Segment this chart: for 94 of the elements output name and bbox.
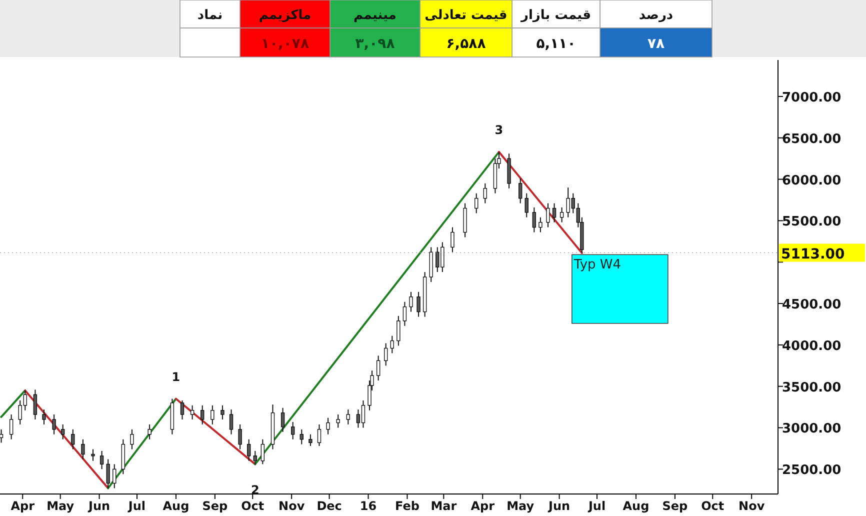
x-tick-label: Apr bbox=[10, 499, 35, 513]
x-tick-label: Dec bbox=[316, 499, 342, 513]
candlestick bbox=[346, 409, 350, 425]
candlestick bbox=[0, 428, 4, 444]
x-tick-label: Oct bbox=[241, 499, 264, 513]
candlestick bbox=[148, 424, 152, 440]
candlestick bbox=[524, 192, 528, 218]
candlestick bbox=[402, 301, 407, 326]
candlestick bbox=[552, 202, 556, 223]
x-tick-label: Aug bbox=[622, 499, 650, 513]
text: ۳,۰۹۸ bbox=[355, 36, 395, 52]
ref-line-label: 5113.00 bbox=[781, 246, 846, 263]
candlestick bbox=[253, 450, 257, 465]
candlestick bbox=[326, 417, 330, 435]
candlestick bbox=[71, 428, 75, 450]
candlestick bbox=[308, 434, 312, 446]
y-tick-label: 3500.00 bbox=[782, 380, 842, 396]
candlestick bbox=[336, 414, 340, 428]
candlestick bbox=[200, 404, 204, 425]
x-tick-label: Apr bbox=[470, 499, 495, 513]
candlestick bbox=[390, 335, 394, 354]
candlestick bbox=[560, 206, 564, 223]
y-tick-label: 2500.00 bbox=[782, 463, 842, 478]
category-label: ماکزیمم bbox=[258, 8, 312, 23]
x-tick-label: Jun bbox=[548, 499, 570, 513]
candlestick bbox=[229, 409, 234, 435]
candlestick bbox=[81, 438, 85, 460]
x-tick-label: Nov bbox=[278, 499, 305, 513]
candlestick bbox=[416, 291, 420, 318]
candlestick bbox=[210, 404, 214, 425]
candlestick bbox=[52, 414, 56, 435]
category-label: قیمت بازار bbox=[520, 8, 592, 23]
candlestick bbox=[106, 458, 110, 489]
candlestick bbox=[300, 428, 304, 445]
candlestick bbox=[130, 428, 134, 450]
candlestick bbox=[190, 404, 194, 420]
candlestick bbox=[538, 216, 542, 233]
candlestick bbox=[409, 291, 413, 312]
y-tick-label: 3000.00 bbox=[782, 422, 842, 437]
candlestick bbox=[260, 438, 265, 465]
text: ۵,۱۱۰ bbox=[536, 36, 576, 52]
x-tick-label: Jul bbox=[127, 499, 146, 513]
y-tick-label: 6500.00 bbox=[782, 132, 842, 147]
text: ۷۸ bbox=[647, 36, 665, 52]
candlestick bbox=[396, 315, 400, 346]
candlestick bbox=[450, 226, 454, 253]
y-tick-label: 5500.00 bbox=[782, 214, 842, 230]
candlestick bbox=[91, 448, 95, 462]
y-tick-label: 7000.00 bbox=[782, 90, 842, 106]
band-label: Typ W4 bbox=[572, 258, 622, 273]
candlestick bbox=[474, 192, 478, 214]
candlestick bbox=[384, 342, 388, 366]
category-label: مینیمم bbox=[354, 8, 396, 23]
candlestick bbox=[42, 409, 46, 425]
category-label: قیمت تعادلی bbox=[424, 8, 508, 23]
candlestick bbox=[9, 414, 14, 440]
x-tick-label: May bbox=[506, 499, 534, 513]
category-label: درصد bbox=[638, 8, 674, 23]
y-tick-label: 6000.00 bbox=[782, 173, 842, 188]
x-tick-label: Feb bbox=[395, 499, 420, 513]
candlestick bbox=[100, 450, 104, 470]
x-tick-label: Oct bbox=[701, 499, 724, 513]
x-tick-label: Jun bbox=[88, 499, 110, 513]
x-tick-label: Sep bbox=[202, 499, 228, 513]
candlestick bbox=[376, 355, 380, 382]
candlestick bbox=[518, 178, 522, 204]
candlestick bbox=[238, 424, 242, 450]
candlestick bbox=[220, 404, 224, 420]
candlestick bbox=[532, 206, 536, 233]
candlestick bbox=[483, 182, 487, 204]
y-tick-label: 4000.00 bbox=[782, 338, 842, 354]
x-tick-label: Nov bbox=[738, 499, 765, 513]
candlestick bbox=[247, 438, 251, 462]
candlestick bbox=[546, 202, 550, 228]
x-tick-label: Aug bbox=[162, 499, 190, 513]
annotation: 2 bbox=[250, 483, 260, 498]
text: ۶,۵۸۸ bbox=[446, 36, 486, 52]
candlestick bbox=[317, 424, 322, 446]
x-tick-label: Mar bbox=[430, 499, 457, 513]
candlestick bbox=[33, 389, 38, 420]
text: ۱۰,۰۷۸ bbox=[260, 36, 310, 52]
x-tick-label: May bbox=[46, 499, 74, 513]
category-label: نماد bbox=[197, 8, 223, 23]
x-tick-label: Jul bbox=[587, 499, 606, 513]
candlestick bbox=[291, 421, 295, 440]
candlestick bbox=[60, 424, 65, 440]
x-tick-label: Sep bbox=[662, 499, 688, 513]
y-tick-label: 4500.00 bbox=[782, 298, 842, 313]
annotation: 1 bbox=[172, 370, 180, 384]
x-tick-label: 16 bbox=[360, 499, 377, 513]
candlestick bbox=[112, 464, 116, 489]
annotation: 3 bbox=[494, 122, 504, 137]
candlestick bbox=[280, 407, 285, 432]
candlestick bbox=[180, 400, 184, 420]
